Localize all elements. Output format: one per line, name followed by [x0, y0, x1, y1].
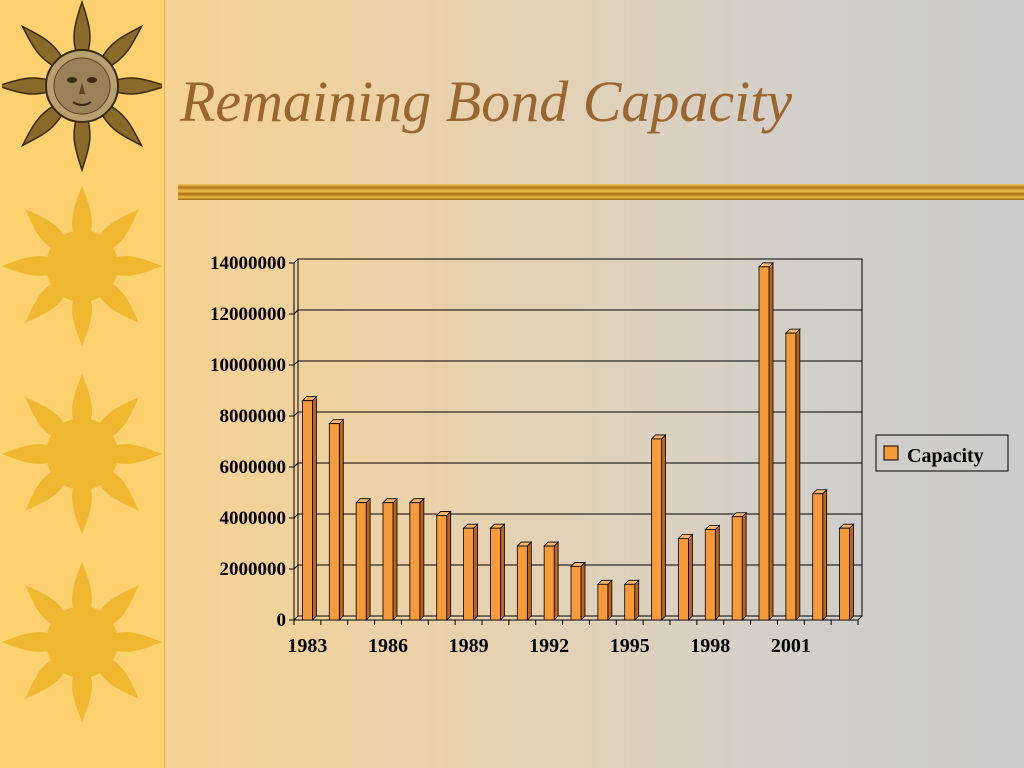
bar-1983	[301, 395, 318, 621]
bar-2001	[784, 328, 801, 621]
x-tick-label: 2001	[771, 635, 811, 657]
bar-2003	[838, 523, 855, 621]
bar-2000	[758, 261, 774, 621]
bar-side	[446, 510, 452, 621]
bar-side	[822, 488, 828, 621]
y-tick-label: 10000000	[210, 355, 286, 376]
bar-front	[812, 493, 824, 621]
bar-1988	[435, 510, 452, 621]
x-tick-label: 1989	[449, 635, 489, 657]
bar-front	[624, 583, 636, 621]
legend: Capacity	[875, 434, 1009, 472]
bar-side	[688, 533, 693, 621]
sun-icon	[2, 374, 162, 534]
bar-1995	[623, 579, 640, 621]
bar-front	[302, 400, 313, 621]
bar-side	[392, 497, 398, 621]
slide-title: Remaining Bond Capacity	[180, 69, 793, 134]
bar-front	[516, 545, 528, 621]
bar-side	[312, 395, 317, 621]
y-tick-label: 6000000	[220, 457, 287, 478]
bar-side	[338, 418, 344, 621]
bar-side	[365, 497, 371, 621]
bar-1986	[382, 497, 398, 621]
bar-side	[714, 524, 720, 621]
bar-1994	[596, 579, 613, 621]
bar-front	[785, 332, 797, 621]
bar-front	[409, 502, 421, 621]
gridline-edge	[293, 513, 299, 519]
bar-front	[490, 527, 501, 621]
bar-1991	[516, 541, 533, 621]
y-tick-label: 14000000	[210, 253, 286, 274]
bar-front	[328, 423, 340, 621]
bar-front	[731, 516, 743, 621]
x-tick-label: 1998	[690, 635, 730, 657]
bar-1987	[408, 497, 425, 621]
sun-icon	[2, 562, 162, 722]
bar-1993	[570, 561, 586, 621]
bar-front	[651, 438, 662, 621]
x-tick-label: 1986	[368, 635, 408, 657]
bar-1997	[677, 533, 694, 621]
bar-side	[419, 497, 425, 621]
bar-front	[839, 527, 850, 621]
bar-front	[436, 515, 448, 621]
sun-face-icon	[2, 0, 162, 172]
axis-corner	[293, 615, 299, 621]
bar-side	[500, 523, 505, 621]
bar-front	[463, 527, 474, 621]
y-tick-label: 2000000	[220, 559, 287, 580]
bar-side	[795, 328, 801, 621]
bar-1990	[489, 523, 506, 621]
bar-1989	[462, 523, 479, 621]
legend-label: Capacity	[907, 445, 984, 467]
bar-front	[758, 266, 770, 621]
bar-1984	[328, 418, 345, 621]
x-tick-label: 1995	[610, 635, 650, 657]
bar-1996	[650, 433, 667, 621]
bar-side	[768, 261, 774, 621]
bar-side	[473, 523, 478, 621]
gridline-edge	[293, 462, 299, 468]
gridline-edge	[293, 564, 299, 570]
bar-1992	[543, 541, 560, 621]
bar-side	[553, 541, 559, 621]
x-tick-label: 1992	[529, 635, 569, 657]
title-divider	[178, 184, 1024, 200]
bar-1985	[355, 497, 372, 621]
gridline-edge	[293, 360, 299, 366]
y-tick-label: 0	[277, 610, 287, 631]
bar-1998	[704, 524, 721, 621]
legend-swatch	[883, 445, 899, 461]
bar-side	[661, 433, 666, 621]
bar-2002	[811, 488, 828, 621]
gridline-edge	[293, 309, 299, 315]
bar-side	[741, 511, 747, 621]
bar-side	[634, 579, 640, 621]
axis-corner	[857, 615, 863, 621]
bar-side	[526, 541, 532, 621]
bar-side	[580, 561, 586, 621]
sidebar-decoration	[0, 0, 165, 768]
bar-front	[355, 502, 367, 621]
y-tick-label: 4000000	[220, 508, 287, 529]
bar-front	[382, 502, 394, 621]
gridline-edge	[293, 258, 299, 264]
bar-front	[678, 538, 689, 621]
bar-front	[570, 566, 582, 621]
sun-icon	[2, 186, 162, 346]
bar-front	[597, 583, 609, 621]
legend-box	[875, 434, 1009, 472]
bar-1999	[731, 511, 748, 621]
gridline-edge	[293, 411, 299, 417]
y-tick-label: 8000000	[220, 406, 287, 427]
x-tick-label: 1983	[287, 635, 327, 657]
y-tick-label: 12000000	[210, 304, 286, 325]
bar-front	[543, 545, 555, 621]
bar-side	[607, 579, 613, 621]
bar-front	[704, 529, 716, 621]
bar-side	[849, 523, 854, 621]
